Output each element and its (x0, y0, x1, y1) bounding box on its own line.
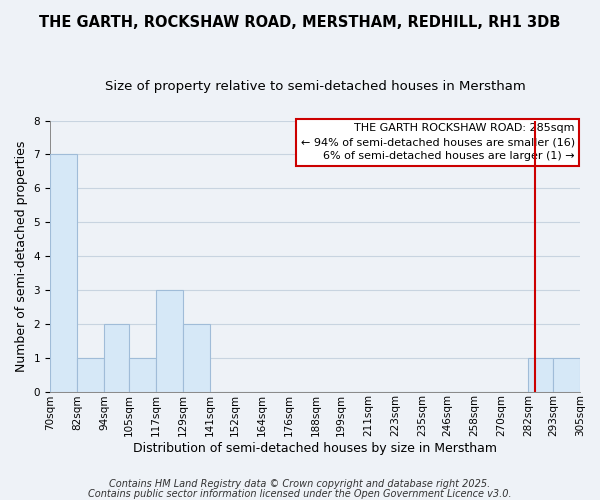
Bar (77, 358, 104, 392)
Title: Size of property relative to semi-detached houses in Merstham: Size of property relative to semi-detach… (104, 80, 526, 93)
Bar (553, 358, 580, 392)
Bar (50, 154, 77, 392)
Y-axis label: Number of semi-detached properties: Number of semi-detached properties (15, 140, 28, 372)
Bar (528, 358, 553, 392)
Text: THE GARTH, ROCKSHAW ROAD, MERSTHAM, REDHILL, RH1 3DB: THE GARTH, ROCKSHAW ROAD, MERSTHAM, REDH… (40, 15, 560, 30)
Text: Contains public sector information licensed under the Open Government Licence v3: Contains public sector information licen… (88, 489, 512, 499)
Text: Contains HM Land Registry data © Crown copyright and database right 2025.: Contains HM Land Registry data © Crown c… (109, 479, 491, 489)
Bar (156, 290, 183, 392)
Bar (104, 324, 129, 392)
Bar (129, 358, 156, 392)
X-axis label: Distribution of semi-detached houses by size in Merstham: Distribution of semi-detached houses by … (133, 442, 497, 455)
Bar (183, 324, 210, 392)
Text: THE GARTH ROCKSHAW ROAD: 285sqm
← 94% of semi-detached houses are smaller (16)
6: THE GARTH ROCKSHAW ROAD: 285sqm ← 94% of… (301, 124, 575, 162)
